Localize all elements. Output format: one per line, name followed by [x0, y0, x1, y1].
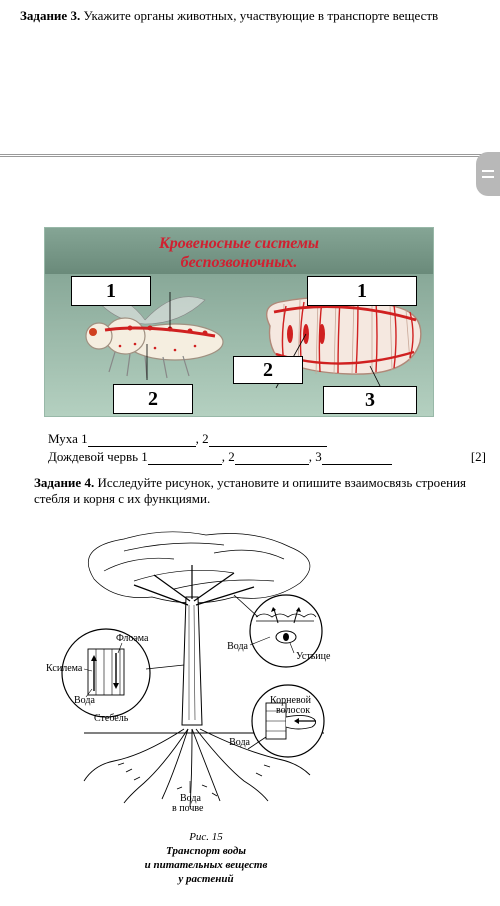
lbl-roothair2: волосок	[276, 705, 310, 716]
answer-fly-label: Муха 1	[48, 431, 88, 446]
task3-label: Задание 3.	[20, 8, 80, 23]
sep-worm3: , 3	[309, 449, 322, 464]
lbl-soil2: в почве	[172, 803, 204, 814]
figure-1-title-l2: беспозвоночных.	[45, 253, 433, 272]
task4-header: Задание 4. Исследуйте рисунок, установит…	[34, 475, 470, 507]
lbl-xylem: Ксилема	[46, 663, 83, 674]
figure-1-body: 1 2 1 2 3	[45, 274, 433, 416]
blank-worm-2[interactable]	[235, 451, 309, 465]
figure-1-title: Кровеносные системы беспозвоночных.	[45, 228, 433, 274]
label-worm-2: 2	[233, 356, 303, 384]
blank-fly-2[interactable]	[209, 433, 327, 447]
label-fly-1: 1	[71, 276, 151, 306]
figure-2-svg: Флоэма Ксилема Вода Стебель Вода Устьице…	[34, 525, 378, 825]
figure-1-title-l1: Кровеносные системы	[45, 234, 433, 253]
label-worm-1: 1	[307, 276, 417, 306]
side-handle[interactable]	[476, 152, 500, 196]
lbl-phloem: Флоэма	[116, 633, 149, 644]
caption-num: Рис. 15	[34, 831, 378, 845]
answer-fly: Муха 1 , 2	[48, 431, 480, 447]
figure-1: Кровеносные системы беспозвоночных.	[44, 227, 434, 417]
answer-worm: Дождевой червь 1, 2, 3 [2]	[48, 449, 480, 465]
task3-text: Укажите органы животных, участвующие в т…	[83, 8, 438, 23]
answer-lines: Муха 1, 2 Дождевой червь 1, 2, 3 [2]	[48, 431, 480, 465]
figure-2: Флоэма Ксилема Вода Стебель Вода Устьице…	[34, 525, 378, 886]
score: [2]	[471, 449, 486, 465]
blank-worm-3[interactable]	[322, 451, 392, 465]
blank-worm-1[interactable]	[148, 451, 222, 465]
sep-fly: , 2	[196, 431, 209, 446]
task4-label: Задание 4.	[34, 475, 94, 490]
sep-worm2: , 2	[222, 449, 235, 464]
caption-l2: и питательных веществ	[34, 859, 378, 873]
label-worm-3: 3	[323, 386, 417, 414]
label-fly-2: 2	[113, 384, 193, 414]
answer-worm-label: Дождевой червь 1	[48, 449, 148, 464]
caption-l3: у растений	[34, 873, 378, 887]
lbl-stem: Стебель	[94, 713, 129, 724]
task4-text: Исследуйте рисунок, установите и опишите…	[34, 475, 466, 506]
figure-2-caption: Рис. 15 Транспорт воды и питательных вещ…	[34, 831, 378, 886]
task3-header: Задание 3. Укажите органы животных, учас…	[20, 8, 480, 24]
lbl-stomata: Устьице	[296, 651, 331, 662]
lbl-water1: Вода	[74, 695, 95, 706]
lbl-water2: Вода	[227, 641, 248, 652]
caption-l1: Транспорт воды	[34, 845, 378, 859]
blank-fly-1[interactable]	[88, 433, 196, 447]
lbl-water3: Вода	[229, 737, 250, 748]
divider	[0, 154, 500, 157]
